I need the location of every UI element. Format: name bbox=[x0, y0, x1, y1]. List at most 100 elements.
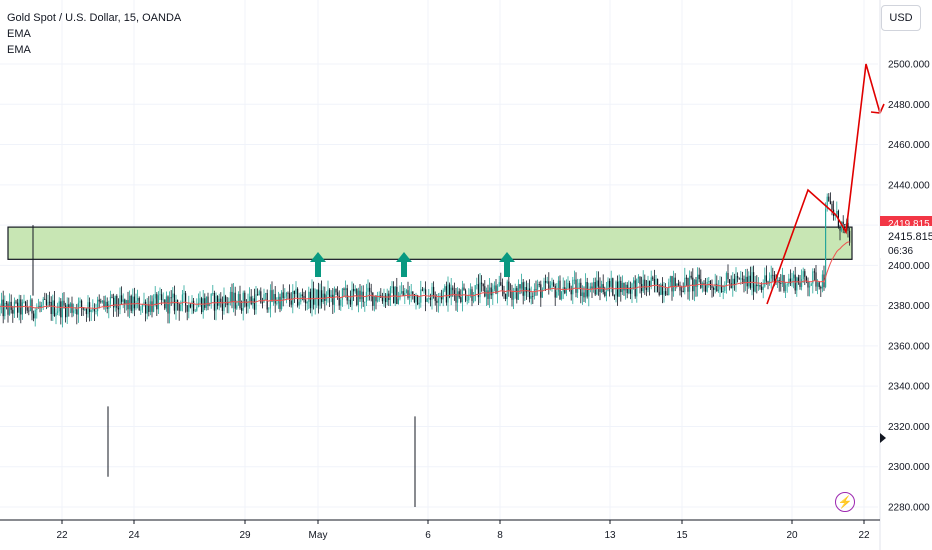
candle-body bbox=[385, 295, 387, 303]
candle-body bbox=[481, 282, 483, 284]
candle-body bbox=[261, 302, 263, 304]
candle-body bbox=[197, 302, 199, 307]
candle-body bbox=[10, 301, 12, 310]
candle-body bbox=[585, 281, 587, 298]
candle-body bbox=[673, 277, 675, 292]
support-arrow-icon bbox=[396, 252, 412, 277]
candle-body bbox=[564, 287, 566, 294]
candle-body bbox=[436, 300, 438, 303]
lightning-icon[interactable]: ⚡ bbox=[835, 492, 855, 512]
candle-body bbox=[292, 290, 294, 305]
candle-body bbox=[629, 287, 631, 294]
candle-body bbox=[573, 279, 575, 281]
candle-body bbox=[740, 278, 742, 280]
candle-body bbox=[7, 303, 9, 315]
candle-body bbox=[554, 286, 556, 298]
candle-body bbox=[609, 280, 611, 287]
candle-body bbox=[29, 299, 31, 311]
candle-body bbox=[581, 292, 583, 297]
candle-body bbox=[677, 283, 679, 286]
axis-scroll-marker bbox=[880, 433, 886, 443]
time-axis[interactable]: 22 24 29 May 6 8 13 15 20 22 bbox=[0, 433, 886, 541]
candle-body bbox=[836, 211, 838, 215]
candle-body bbox=[276, 303, 278, 305]
candle-body bbox=[524, 287, 526, 296]
candle-body bbox=[289, 293, 291, 301]
candle-body bbox=[557, 280, 559, 292]
candle-body bbox=[474, 285, 476, 301]
candle-body bbox=[146, 304, 148, 314]
candle-body bbox=[135, 300, 137, 309]
candle-body bbox=[239, 294, 241, 309]
candle-body bbox=[287, 292, 289, 294]
candle-body bbox=[625, 284, 627, 291]
candle-body bbox=[9, 301, 11, 315]
candle-body bbox=[33, 313, 35, 319]
candle-body bbox=[668, 282, 670, 295]
candle-body bbox=[753, 272, 755, 292]
candle-body bbox=[637, 276, 639, 279]
candle-body bbox=[180, 304, 182, 311]
candle-body bbox=[383, 295, 385, 302]
candle-body bbox=[817, 282, 819, 287]
candle-body bbox=[658, 291, 660, 295]
candle-body bbox=[429, 298, 431, 300]
candle-body bbox=[125, 300, 127, 304]
candle-body bbox=[793, 274, 795, 279]
indicator-ema-1[interactable]: EMA bbox=[7, 28, 31, 40]
candle-body bbox=[81, 300, 83, 308]
candle-body bbox=[119, 295, 121, 310]
candle-body bbox=[402, 291, 404, 296]
candle-body bbox=[229, 291, 231, 302]
candle-body bbox=[433, 286, 435, 296]
candle-body bbox=[21, 302, 23, 315]
price-tick-label: 2340.000 bbox=[888, 382, 930, 393]
candle-body bbox=[97, 299, 99, 312]
candle-body bbox=[669, 276, 671, 283]
candle-body bbox=[394, 286, 396, 304]
candle-body bbox=[839, 227, 841, 231]
candle-body bbox=[244, 292, 246, 304]
candle-body bbox=[572, 279, 574, 295]
candle-body bbox=[12, 309, 14, 314]
candle-body bbox=[466, 300, 468, 302]
candle-body bbox=[762, 286, 764, 290]
candle-body bbox=[655, 278, 657, 285]
candle-body bbox=[330, 294, 332, 298]
candle-body bbox=[533, 288, 535, 297]
candle-body bbox=[610, 278, 612, 287]
candle-body bbox=[505, 293, 507, 299]
candle-body bbox=[818, 282, 820, 288]
price-axis[interactable]: 2280.000 2300.000 2320.000 2340.000 2360.000… bbox=[879, 0, 932, 550]
candle-body bbox=[469, 289, 471, 296]
indicator-ema-2[interactable]: EMA bbox=[7, 44, 31, 56]
currency-button[interactable]: USD bbox=[881, 5, 921, 31]
candle-body bbox=[324, 293, 326, 301]
candle-body bbox=[173, 293, 175, 311]
candle-body bbox=[591, 286, 593, 289]
candle-body bbox=[407, 290, 409, 298]
candle-body bbox=[401, 291, 403, 294]
candle-body bbox=[463, 287, 465, 291]
candle-body bbox=[441, 295, 443, 300]
candle-body bbox=[484, 286, 486, 297]
candle-body bbox=[1, 299, 3, 307]
candle-body bbox=[548, 281, 550, 289]
candle-body bbox=[769, 278, 771, 283]
candle-body bbox=[172, 293, 174, 298]
candle-body bbox=[188, 304, 190, 312]
candle-body bbox=[0, 306, 1, 310]
candle-body bbox=[58, 301, 60, 312]
candle-body bbox=[580, 282, 582, 297]
candle-body bbox=[316, 289, 318, 299]
symbol-title[interactable]: Gold Spot / U.S. Dollar, 15, OANDA bbox=[7, 12, 182, 24]
candle-body bbox=[791, 278, 793, 284]
candle-body bbox=[642, 279, 644, 292]
candle-body bbox=[709, 281, 711, 286]
candle-body bbox=[674, 277, 676, 287]
price-tick-label: 2400.000 bbox=[888, 261, 930, 272]
candle-body bbox=[514, 288, 516, 293]
candle-body bbox=[356, 288, 358, 305]
